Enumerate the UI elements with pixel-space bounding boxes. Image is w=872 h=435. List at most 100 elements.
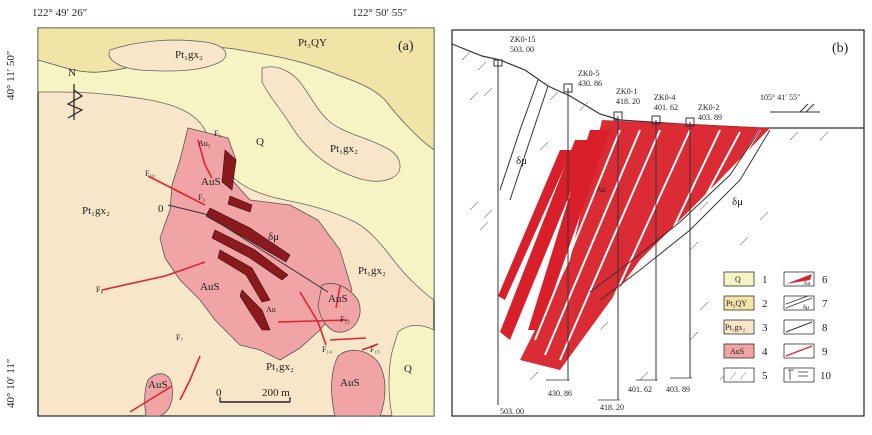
legend-swatch-10-drill bbox=[788, 369, 808, 380]
fault-label-f15: F₁₅ bbox=[370, 345, 380, 354]
fault-label-au5: Au₅ bbox=[198, 139, 211, 148]
legend-swatch-3 bbox=[723, 319, 755, 335]
section-au-label: Au bbox=[596, 185, 606, 194]
unit-aus-bottom-right bbox=[331, 349, 386, 417]
legend-swatch-7-dike bbox=[785, 295, 813, 309]
drillhole-zk0-15 bbox=[493, 59, 503, 405]
drill-zk0-4-name: ZK0-4 bbox=[654, 93, 675, 102]
label-pt-gx-bottom: Pt₁gx₂ bbox=[266, 361, 294, 373]
legend-swatch-2-text: Pt₃QY bbox=[726, 299, 747, 308]
drillhole-zk0-1 bbox=[613, 111, 623, 400]
panel-b-label: (b) bbox=[832, 41, 849, 56]
scale-bar: 0 200 m bbox=[216, 387, 291, 403]
drill-zk0-5-top: 430. 86 bbox=[578, 79, 602, 88]
unit-pt-gx-tongue bbox=[261, 66, 401, 182]
drill-zk0-5-bottom: 430. 86 bbox=[548, 389, 572, 398]
drill-zk0-1-top: 418. 20 bbox=[616, 97, 640, 106]
drillhole-zk0-5 bbox=[563, 83, 573, 380]
fault-label-f1: F₁ bbox=[214, 129, 221, 138]
label-pt-gx-top: Pt₁gx₂ bbox=[175, 49, 203, 61]
drill-zk0-5-name: ZK0-5 bbox=[578, 69, 599, 78]
legend-num-6: 6 bbox=[822, 274, 828, 286]
section-line-0 bbox=[167, 204, 206, 215]
unit-q-right-pocket bbox=[388, 324, 435, 417]
legend-swatch-3-text: Pt₁gx₂ bbox=[725, 323, 745, 332]
legend-swatch-9-fault bbox=[785, 345, 813, 357]
legend-num-9: 9 bbox=[822, 346, 828, 358]
coord-left-top: 40° 11′ 50″ bbox=[5, 51, 17, 100]
legend-swatch-5-hatch bbox=[729, 371, 747, 381]
legend-num-2: 2 bbox=[762, 298, 768, 310]
scale-zero: 0 bbox=[216, 387, 222, 399]
label-aus-bottom-left: AuS bbox=[148, 379, 168, 391]
label-pt-gx-right-upper: Pt₁gx₂ bbox=[330, 143, 358, 155]
label-q-center: Q bbox=[256, 136, 264, 148]
dike-lines bbox=[499, 79, 771, 301]
fault-label-f14: F₁₄ bbox=[322, 345, 332, 354]
drill-zk0-15-bottom: 503. 00 bbox=[500, 407, 524, 416]
ore-lenses bbox=[205, 149, 291, 331]
drill-zk0-2-top: 403. 89 bbox=[698, 113, 722, 122]
legend: Q 1 Pt₃QY 2 Pt₁gx₂ 3 AuS 4 5 Au 6 δμ bbox=[723, 271, 832, 383]
legend-num-10: 10 bbox=[820, 370, 832, 382]
legend-swatch-1 bbox=[723, 271, 755, 287]
legend-num-8: 8 bbox=[822, 322, 828, 334]
north-arrow: N bbox=[66, 67, 84, 120]
bottom-ticks bbox=[546, 377, 692, 401]
label-pt-qy: Pt₃QY bbox=[298, 37, 327, 49]
legend-num-5: 5 bbox=[762, 370, 768, 382]
legend-swatch-2 bbox=[723, 295, 755, 311]
drillhole-zk0-2 bbox=[685, 117, 695, 378]
label-aus-bottom-right: AuS bbox=[340, 377, 360, 389]
legend-swatch-7-text: δμ bbox=[803, 305, 809, 311]
legend-swatch-4-text: AuS bbox=[730, 347, 744, 356]
coord-top-left: 122° 49′ 26″ bbox=[32, 7, 87, 19]
coord-left-bottom: 40° 10′ 11″ bbox=[5, 359, 17, 408]
legend-num-4: 4 bbox=[762, 346, 768, 358]
faults bbox=[101, 139, 379, 413]
fault-label-f10: F₁₀ bbox=[145, 169, 155, 178]
drill-zk0-4-bottom: 401. 62 bbox=[628, 385, 652, 394]
dike-du bbox=[204, 213, 329, 293]
section-du-lower: δμ bbox=[732, 196, 743, 208]
ore-gaps bbox=[534, 129, 761, 361]
drill-zk0-2-name: ZK0-2 bbox=[698, 103, 719, 112]
coord-top-right: 122° 50′ 55″ bbox=[352, 7, 407, 19]
drill-zk0-15-name: ZK0-15 bbox=[510, 35, 535, 44]
section-du-upper: δμ bbox=[516, 155, 527, 167]
drillhole-zk0-4 bbox=[651, 115, 661, 380]
fault-label-f7: F₇ bbox=[176, 333, 183, 342]
panel-a-map: 122° 49′ 26″ 122° 50′ 55″ 40° 11′ 50″ 40… bbox=[5, 7, 435, 417]
legend-num-3: 3 bbox=[762, 322, 768, 334]
fault-label-f3: F₃ bbox=[198, 193, 205, 202]
legend-swatch-8-line bbox=[785, 321, 813, 333]
panel-b-coord: 105° 41′ 55″ bbox=[760, 93, 800, 102]
label-q-right: Q bbox=[404, 363, 412, 375]
legend-swatch-6-lens bbox=[786, 274, 812, 284]
drill-zk0-15-top: 503. 00 bbox=[510, 45, 534, 54]
scale-end: 200 m bbox=[262, 387, 290, 399]
drill-zk0-1-name: ZK0-1 bbox=[616, 87, 637, 96]
drill-zk0-1-bottom: 418. 20 bbox=[600, 403, 624, 412]
label-aus-center: AuS bbox=[201, 176, 221, 188]
label-aus-center-lower: AuS bbox=[200, 281, 220, 293]
fault-label-f6: F₆ bbox=[96, 285, 103, 294]
legend-swatch-1-text: Q bbox=[735, 275, 741, 284]
legend-num-1: 1 bbox=[762, 274, 768, 286]
label-du: δμ bbox=[268, 231, 279, 243]
legend-swatch-5 bbox=[723, 367, 755, 383]
drill-zk0-2-bottom: 403. 89 bbox=[666, 385, 690, 394]
legend-swatch-4 bbox=[723, 343, 755, 359]
legend-num-7: 7 bbox=[822, 298, 828, 310]
label-au: Au bbox=[266, 305, 276, 314]
north-arrow-label: N bbox=[68, 67, 76, 79]
legend-swatch-6-text: Au bbox=[803, 281, 810, 287]
fault-label-f12: F₁₂ bbox=[340, 315, 350, 324]
panel-b-section: ZK0-15 503. 00 ZK0-5 430. 86 ZK0-1 418. … bbox=[451, 29, 865, 417]
label-pt-gx-left: Pt₁gx₂ bbox=[82, 205, 110, 217]
label-zero-line: 0 bbox=[158, 203, 164, 215]
label-aus-right: AuS bbox=[328, 293, 348, 305]
north-arrow-icon bbox=[66, 84, 84, 120]
legend-swatch-10 bbox=[783, 367, 815, 383]
